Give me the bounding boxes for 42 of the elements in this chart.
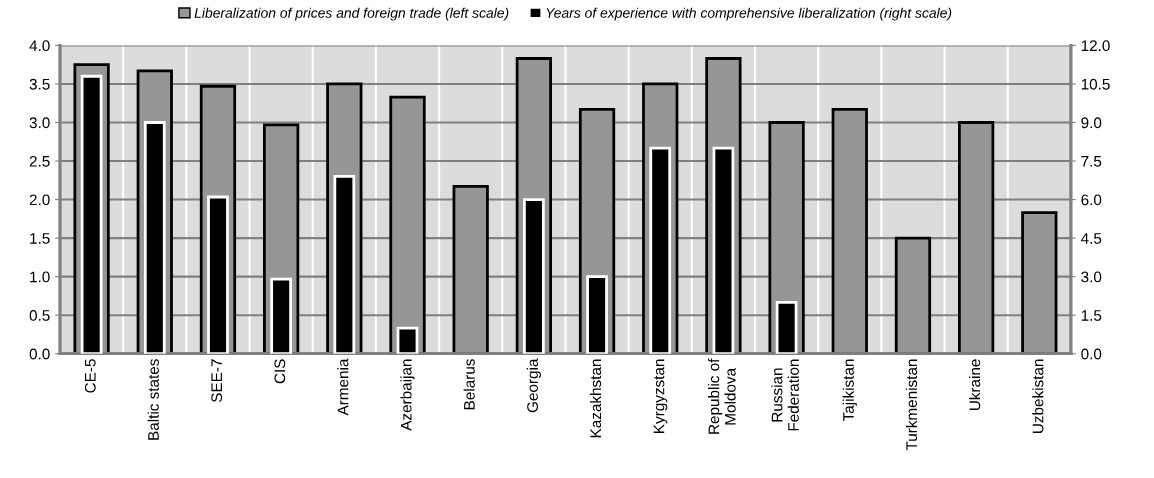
y2-tick-label: 6.0 <box>1081 194 1102 206</box>
y-tick-label: 0.5 <box>29 310 50 321</box>
y2-tick-label: 4.5 <box>1080 233 1102 244</box>
x-tick-label: Ukraine <box>969 359 981 411</box>
x-tick-label: Baltic states <box>147 359 159 440</box>
y2-tick-label: 7.5 <box>1081 156 1102 167</box>
y2-tick-label: 9.0 <box>1081 117 1102 129</box>
x-tick-label: Turkmenistan <box>905 359 918 451</box>
y2-tick-label: 10.5 <box>1081 78 1110 90</box>
x-tick-label: Tajikistan <box>842 359 857 422</box>
x-tick-label: Kyrgyzstan <box>653 359 668 433</box>
y2-tick-label: 1.5 <box>1081 310 1102 321</box>
legend-label: Liberalization of prices and foreign trade (left scale) <box>194 7 509 21</box>
y-tick-label: 1.0 <box>30 271 50 283</box>
bar <box>958 121 995 354</box>
y2-tick-label: 12.0 <box>1081 40 1110 52</box>
y-tick-label: 0.0 <box>29 348 50 360</box>
x-tick-label: Armenia <box>337 358 349 416</box>
bar <box>1021 211 1058 354</box>
x-tick-label: Kazakhstan <box>589 359 602 438</box>
x-tick-label: SEE-7 <box>211 359 223 403</box>
x-tick-label: Belarus <box>463 359 475 410</box>
y-tick-label: 1.5 <box>30 233 50 244</box>
x-tick-label: Russian Federation <box>771 359 799 431</box>
x-tick-label: CE-5 <box>84 359 96 393</box>
bar <box>389 95 426 354</box>
y2-tick-label: 0.0 <box>1081 348 1102 360</box>
x-tick-label: Uzbekistan <box>1032 359 1044 433</box>
y-tick-label: 2.5 <box>29 155 50 167</box>
y-tick-label: 3.5 <box>29 78 50 90</box>
y-tick-label: 2.0 <box>29 194 50 206</box>
bar <box>831 107 868 354</box>
legend-label: Years of experience with comprehensive liberalization (right scale) <box>546 7 952 21</box>
y-tick-label: 3.0 <box>29 117 50 129</box>
y-tick-label: 4.0 <box>29 40 50 52</box>
x-tick-label: Republic of Moldova <box>708 358 736 434</box>
y2-tick-label: 3.0 <box>1081 271 1102 283</box>
bar <box>452 185 489 354</box>
x-tick-label: CIS <box>274 359 286 384</box>
x-tick-label: Azerbaijan <box>400 359 415 431</box>
x-tick-label: Georgia <box>526 358 541 413</box>
bar <box>894 236 932 354</box>
